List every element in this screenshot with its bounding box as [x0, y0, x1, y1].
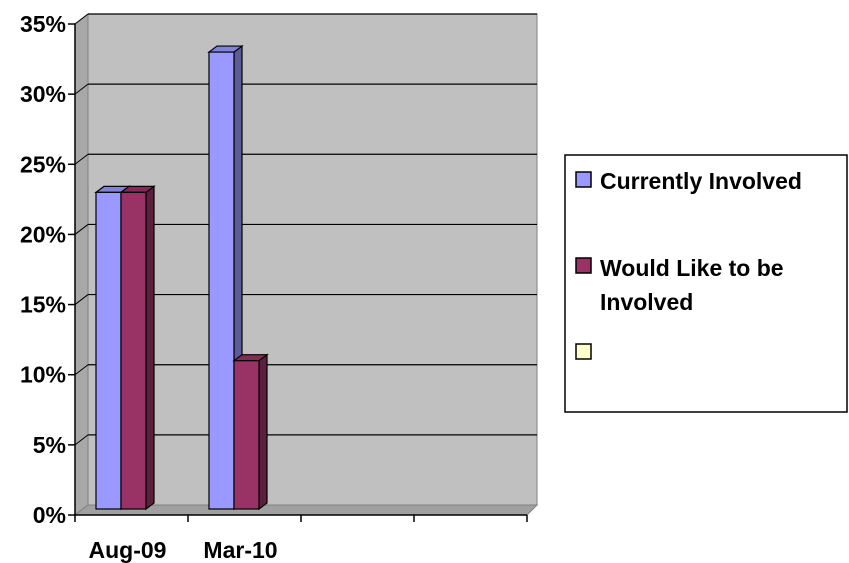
- y-axis: 0% 5% 10% 15% 20% 25% 30% 35%: [20, 11, 75, 528]
- bar-front: [120, 191, 147, 510]
- bar-front: [95, 191, 122, 510]
- bar-front: [208, 51, 235, 510]
- gridlines: [74, 13, 537, 446]
- legend-swatch-currently-involved: [575, 171, 592, 188]
- y-tick-label: 30%: [20, 81, 66, 107]
- x-tick-label: Mar-10: [203, 537, 277, 563]
- gridline-side: [74, 224, 89, 235]
- bars: [94, 44, 269, 511]
- legend-label-currently-involved: Currently Involved: [600, 168, 802, 194]
- y-tick-label: 15%: [20, 292, 66, 318]
- legend-label-would-like: Would Like to be Involved: [600, 255, 790, 315]
- bar-side: [258, 353, 268, 511]
- y-tick-label: 5%: [33, 432, 66, 458]
- bar-side: [145, 185, 155, 511]
- y-tick-label: 0%: [33, 502, 66, 528]
- gridline-side: [74, 83, 89, 95]
- legend-box: [564, 154, 848, 413]
- y-tick-label: 25%: [20, 151, 66, 177]
- legend: Currently Involved Would Like to be Invo…: [564, 154, 848, 413]
- y-tick-label: 20%: [20, 221, 66, 247]
- back-wall: [87, 13, 538, 506]
- y-tick-label: 35%: [20, 11, 66, 37]
- x-tick-label: Aug-09: [89, 537, 167, 563]
- legend-swatch-unnamed: [575, 343, 592, 360]
- legend-label-would-like-line2: Involved: [600, 289, 693, 315]
- y-tick-label: 10%: [20, 362, 66, 388]
- bar-front: [233, 360, 260, 510]
- bar: [119, 185, 156, 511]
- gridline-side: [74, 364, 89, 376]
- gridline-side: [74, 434, 89, 446]
- legend-label-would-like-line1: Would Like to be: [600, 255, 784, 281]
- x-axis: Aug-09 Mar-10: [74, 515, 528, 563]
- gridline-side: [74, 153, 89, 165]
- legend-swatch-would-like: [575, 257, 592, 274]
- gridline-side: [74, 13, 89, 25]
- bar: [232, 353, 269, 511]
- gridline-side: [74, 294, 89, 305]
